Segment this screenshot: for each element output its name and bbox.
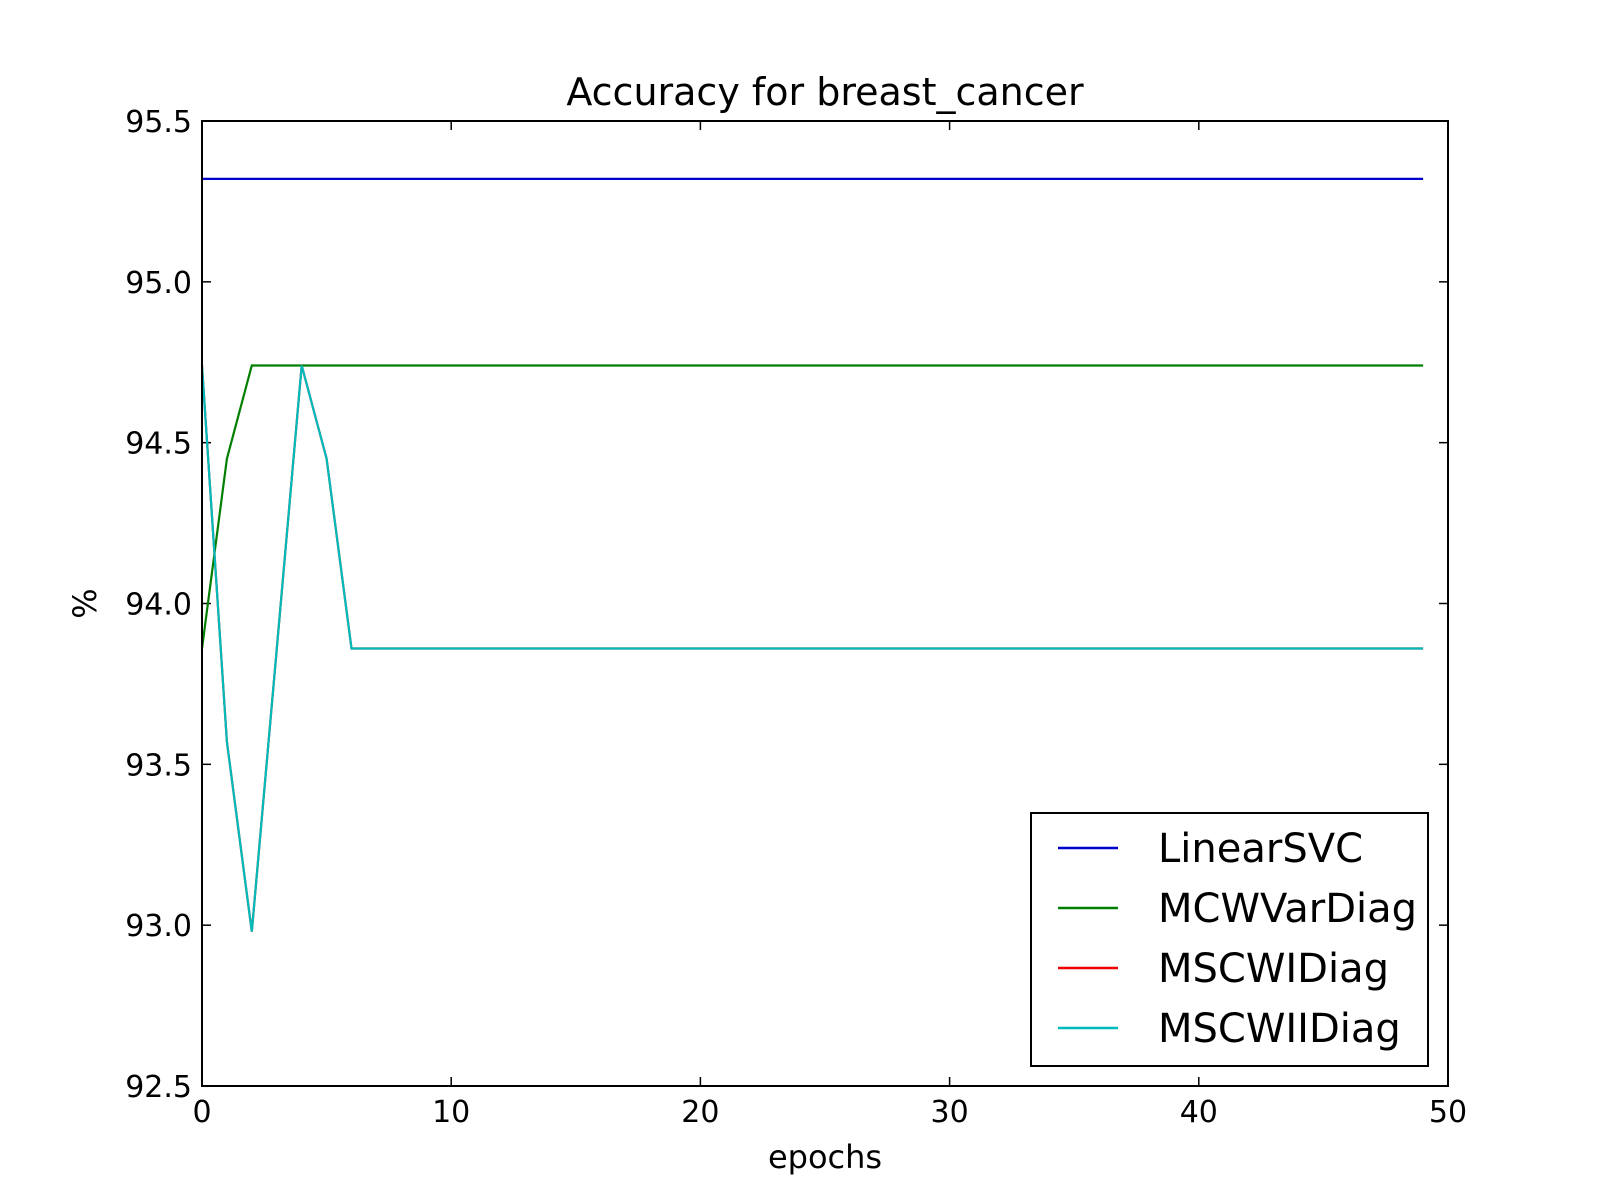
x-tick-label: 30	[931, 1095, 969, 1130]
x-tick-label: 10	[432, 1095, 470, 1130]
axis-ticks: 0 10 20 30 40 50 92.5 93.0 93.5 94.0 94.5 95.0 95.5	[125, 105, 1467, 1130]
x-tick-label: 0	[192, 1095, 211, 1130]
y-tick-label: 95.0	[125, 266, 192, 301]
legend-item-mscwiidiag: MSCWIIDiag	[1058, 1006, 1401, 1052]
y-tick-label: 94.0	[125, 588, 192, 623]
chart-title: Accuracy for breast_cancer	[566, 70, 1084, 114]
y-axis-label: %	[66, 588, 104, 618]
y-tick-label: 93.5	[125, 748, 192, 783]
series-layer	[200, 177, 1424, 932]
y-tick-label: 95.5	[125, 105, 192, 140]
legend-label: MSCWIIDiag	[1158, 1006, 1401, 1052]
legend-frame	[1030, 812, 1429, 1067]
legend-item-mcwvardiag: MCWVarDiag	[1058, 886, 1417, 932]
y-tick-label: 93.0	[125, 909, 192, 944]
legend: LinearSVC MCWVarDiag MSCWIDiag MSCWIIDiag	[1030, 812, 1429, 1067]
y-tick-label: 92.5	[125, 1070, 192, 1105]
legend-label: MCWVarDiag	[1158, 886, 1417, 932]
legend-item-linearsvc: LinearSVC	[1058, 826, 1363, 872]
series-line-mscwiidiag	[200, 365, 1424, 932]
x-tick-label: 50	[1429, 1095, 1467, 1130]
y-tick-label: 94.5	[125, 427, 192, 462]
legend-item-mscwidiag: MSCWIDiag	[1058, 946, 1389, 992]
series-line-mcwvardiag	[200, 364, 1424, 649]
legend-label: MSCWIDiag	[1158, 946, 1389, 992]
x-tick-label: 40	[1180, 1095, 1218, 1130]
plot-area-frame	[201, 120, 1449, 1087]
x-axis-label: epochs	[768, 1138, 882, 1176]
x-tick-label: 20	[681, 1095, 719, 1130]
legend-label: LinearSVC	[1158, 826, 1363, 872]
